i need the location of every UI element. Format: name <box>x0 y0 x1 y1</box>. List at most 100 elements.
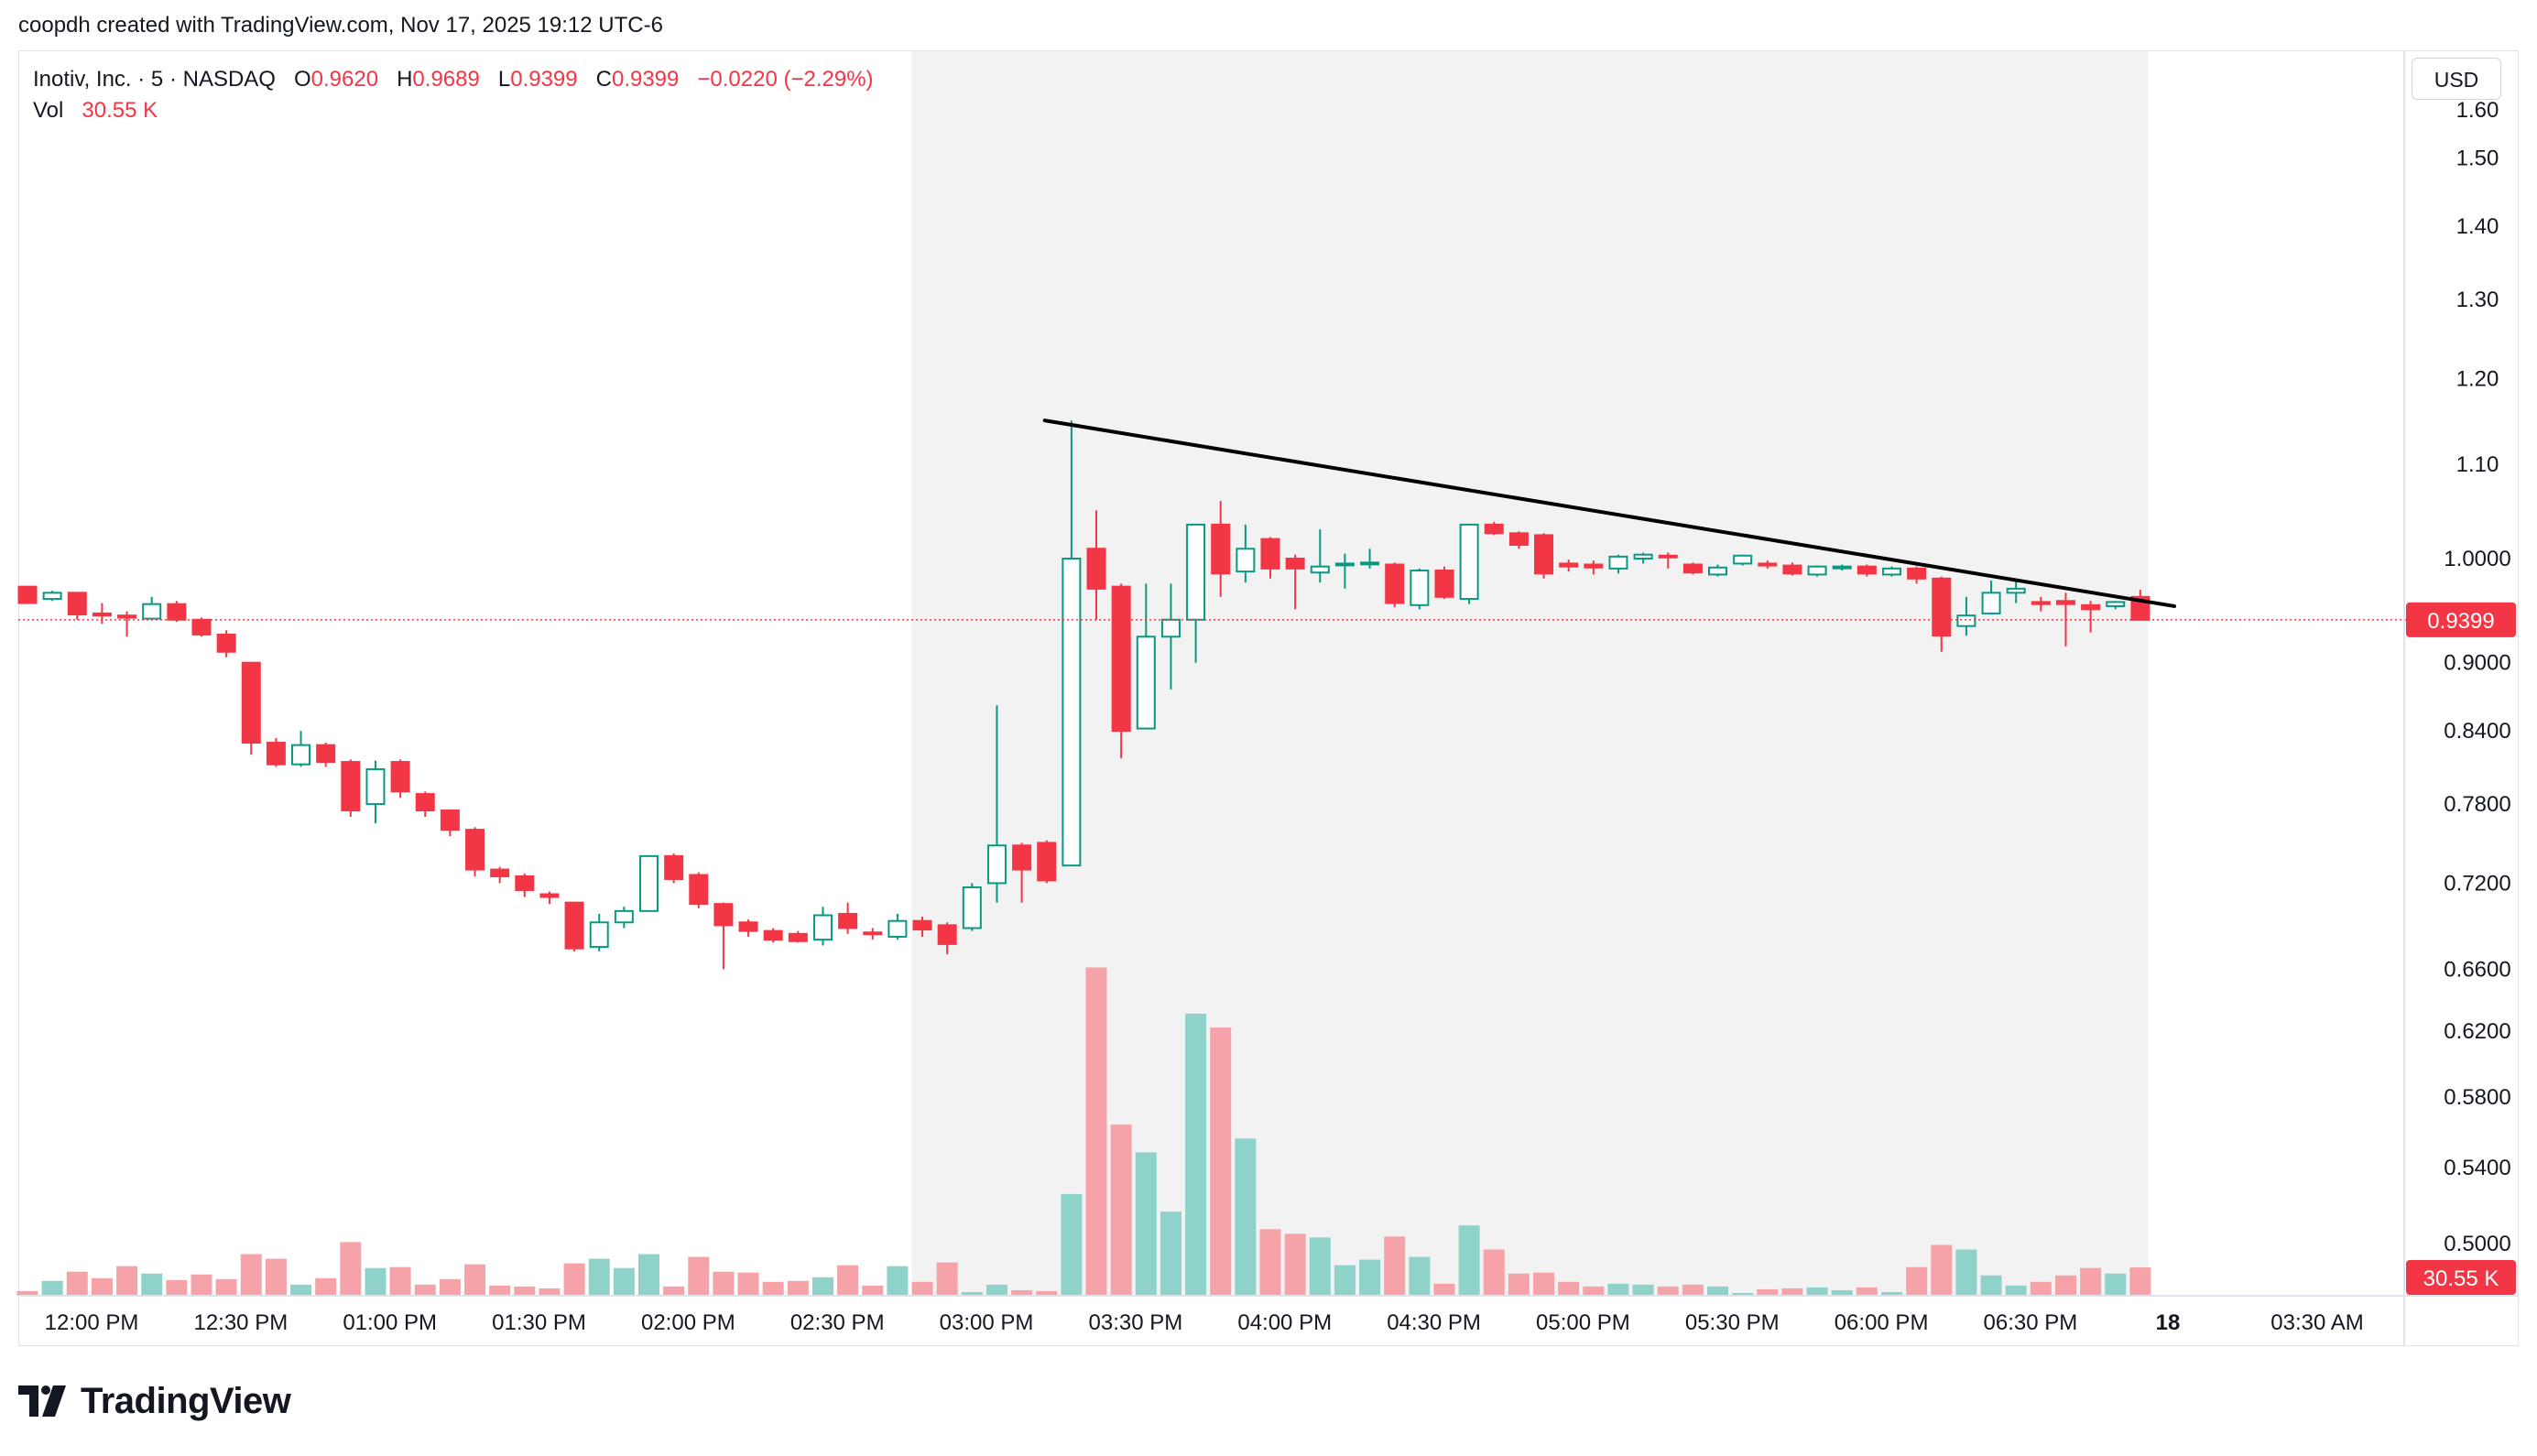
candle-body[interactable] <box>812 914 833 941</box>
candle-body[interactable] <box>1856 565 1877 575</box>
candle-body[interactable] <box>614 909 634 924</box>
candle-body[interactable] <box>937 924 957 945</box>
candle-body[interactable] <box>1907 567 1927 580</box>
candle-body[interactable] <box>341 761 361 812</box>
time-tick-label: 03:30 PM <box>1089 1310 1183 1335</box>
candle-body[interactable] <box>1484 523 1504 535</box>
candle-body[interactable] <box>912 919 932 931</box>
candle-body[interactable] <box>664 854 684 880</box>
candle-body[interactable] <box>1733 554 1753 565</box>
candle-body[interactable] <box>2081 603 2101 611</box>
candle-body[interactable] <box>986 844 1007 885</box>
candle-body[interactable] <box>1211 523 1231 575</box>
candle-body[interactable] <box>1385 563 1405 604</box>
candle-body[interactable] <box>316 744 336 764</box>
candle-body[interactable] <box>1459 523 1479 601</box>
currency-button[interactable]: USD <box>2412 58 2501 100</box>
candle-body[interactable] <box>1832 565 1852 570</box>
candle-body[interactable] <box>92 612 112 617</box>
candle-body[interactable] <box>713 903 734 927</box>
candle-body[interactable] <box>962 886 982 929</box>
candle-body[interactable] <box>17 585 38 604</box>
candle-body[interactable] <box>216 633 236 653</box>
candle-body[interactable] <box>291 744 311 766</box>
volume-bar <box>1433 1283 1455 1296</box>
candle-body[interactable] <box>1608 555 1628 570</box>
candle-body[interactable] <box>1708 566 1728 576</box>
candle-body[interactable] <box>1236 548 1256 573</box>
candle-body[interactable] <box>1410 570 1430 606</box>
candle-body[interactable] <box>639 854 659 912</box>
candle-body[interactable] <box>1160 618 1181 638</box>
candle-body[interactable] <box>1086 548 1106 590</box>
candle-body[interactable] <box>266 742 286 766</box>
candle-body[interactable] <box>1186 523 1206 621</box>
candle-body[interactable] <box>589 921 609 949</box>
candle-body[interactable] <box>2006 587 2026 594</box>
candle-body[interactable] <box>1334 562 1355 567</box>
candle-body[interactable] <box>515 875 535 891</box>
volume-bar <box>2105 1273 2127 1296</box>
candle-body[interactable] <box>1882 567 1901 576</box>
candle-body[interactable] <box>564 901 584 950</box>
candle-body[interactable] <box>42 592 62 601</box>
candle-body[interactable] <box>1111 585 1131 733</box>
candle-body[interactable] <box>763 929 783 941</box>
candle-body[interactable] <box>415 793 435 812</box>
candle-body[interactable] <box>1559 562 1579 568</box>
candle-body[interactable] <box>465 829 485 871</box>
candle-body[interactable] <box>1310 565 1330 574</box>
candle-body[interactable] <box>490 868 510 877</box>
symbol-name[interactable]: Inotiv, Inc. · 5 · NASDAQ <box>33 67 276 92</box>
candle-body[interactable] <box>2106 601 2126 607</box>
tradingview-logo[interactable]: TradingView <box>18 1378 291 1424</box>
candle-body[interactable] <box>1534 534 1554 575</box>
candle-body[interactable] <box>738 921 758 932</box>
trendline[interactable] <box>1042 418 2177 608</box>
candle-body[interactable] <box>1434 570 1454 598</box>
price-tick-label: 0.5400 <box>2444 1156 2510 1180</box>
candle-body[interactable] <box>2055 600 2075 605</box>
candle-body[interactable] <box>689 874 709 906</box>
candle-body[interactable] <box>1956 614 1976 627</box>
candle-body[interactable] <box>117 614 137 619</box>
candle-body[interactable] <box>788 932 808 942</box>
candle-body[interactable] <box>1758 562 1778 567</box>
candle-body[interactable] <box>1584 563 1604 569</box>
open-label: O <box>293 67 311 92</box>
candle-body[interactable] <box>67 592 87 616</box>
candle-body[interactable] <box>838 912 858 929</box>
candle-body[interactable] <box>1012 844 1032 871</box>
candle-body[interactable] <box>1932 577 1952 637</box>
candle-body[interactable] <box>1260 538 1280 570</box>
candle-body[interactable] <box>1037 842 1057 882</box>
candle-body[interactable] <box>1062 558 1082 867</box>
candle-body[interactable] <box>1782 564 1802 575</box>
candle-body[interactable] <box>241 661 261 744</box>
volume-bar <box>1533 1272 1555 1296</box>
candle-body[interactable] <box>2031 601 2051 605</box>
candle-body[interactable] <box>1633 553 1653 560</box>
candle-body[interactable] <box>142 603 162 620</box>
candle-body[interactable] <box>1508 532 1529 546</box>
candle-body[interactable] <box>191 618 212 636</box>
candle-body[interactable] <box>1981 592 2001 614</box>
volume-bar <box>1657 1286 1679 1296</box>
candle-body[interactable] <box>1682 563 1703 574</box>
candle-body[interactable] <box>390 761 410 793</box>
volume-bar <box>613 1267 635 1296</box>
volume-bar <box>787 1280 809 1296</box>
candle-body[interactable] <box>887 919 908 938</box>
candle-body[interactable] <box>1807 565 1827 576</box>
candle-body[interactable] <box>1360 561 1380 566</box>
candle-body[interactable] <box>167 603 187 621</box>
candle-body[interactable] <box>539 893 560 898</box>
candle-body[interactable] <box>1136 636 1156 730</box>
candle-body[interactable] <box>365 768 386 806</box>
low-value: 0.9399 <box>510 67 578 92</box>
candle-body[interactable] <box>1285 558 1305 570</box>
candle-body[interactable] <box>863 931 883 936</box>
candle-body[interactable] <box>1658 554 1678 559</box>
candle-body[interactable] <box>440 809 460 831</box>
